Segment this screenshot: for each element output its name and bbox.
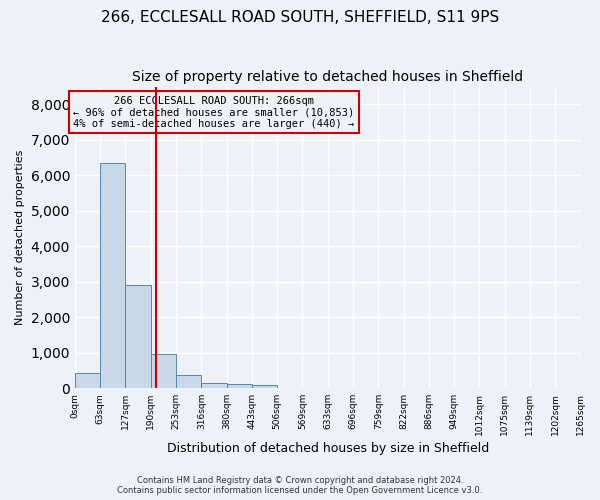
X-axis label: Distribution of detached houses by size in Sheffield: Distribution of detached houses by size …: [167, 442, 489, 455]
Bar: [100, 163, 125, 388]
Bar: [202, 382, 227, 388]
Y-axis label: Number of detached properties: Number of detached properties: [15, 150, 25, 325]
Bar: [75, 373, 100, 388]
Bar: [252, 386, 277, 388]
Text: 266, ECCLESALL ROAD SOUTH, SHEFFIELD, S11 9PS: 266, ECCLESALL ROAD SOUTH, SHEFFIELD, S1…: [101, 10, 499, 25]
Title: Size of property relative to detached houses in Sheffield: Size of property relative to detached ho…: [132, 70, 523, 84]
Bar: [151, 354, 176, 388]
Text: Contains HM Land Registry data © Crown copyright and database right 2024.
Contai: Contains HM Land Registry data © Crown c…: [118, 476, 482, 495]
Bar: [125, 285, 151, 388]
Bar: [176, 374, 202, 388]
Text: 266 ECCLESALL ROAD SOUTH: 266sqm
← 96% of detached houses are smaller (10,853)
4: 266 ECCLESALL ROAD SOUTH: 266sqm ← 96% o…: [73, 96, 355, 129]
Bar: [227, 384, 252, 388]
